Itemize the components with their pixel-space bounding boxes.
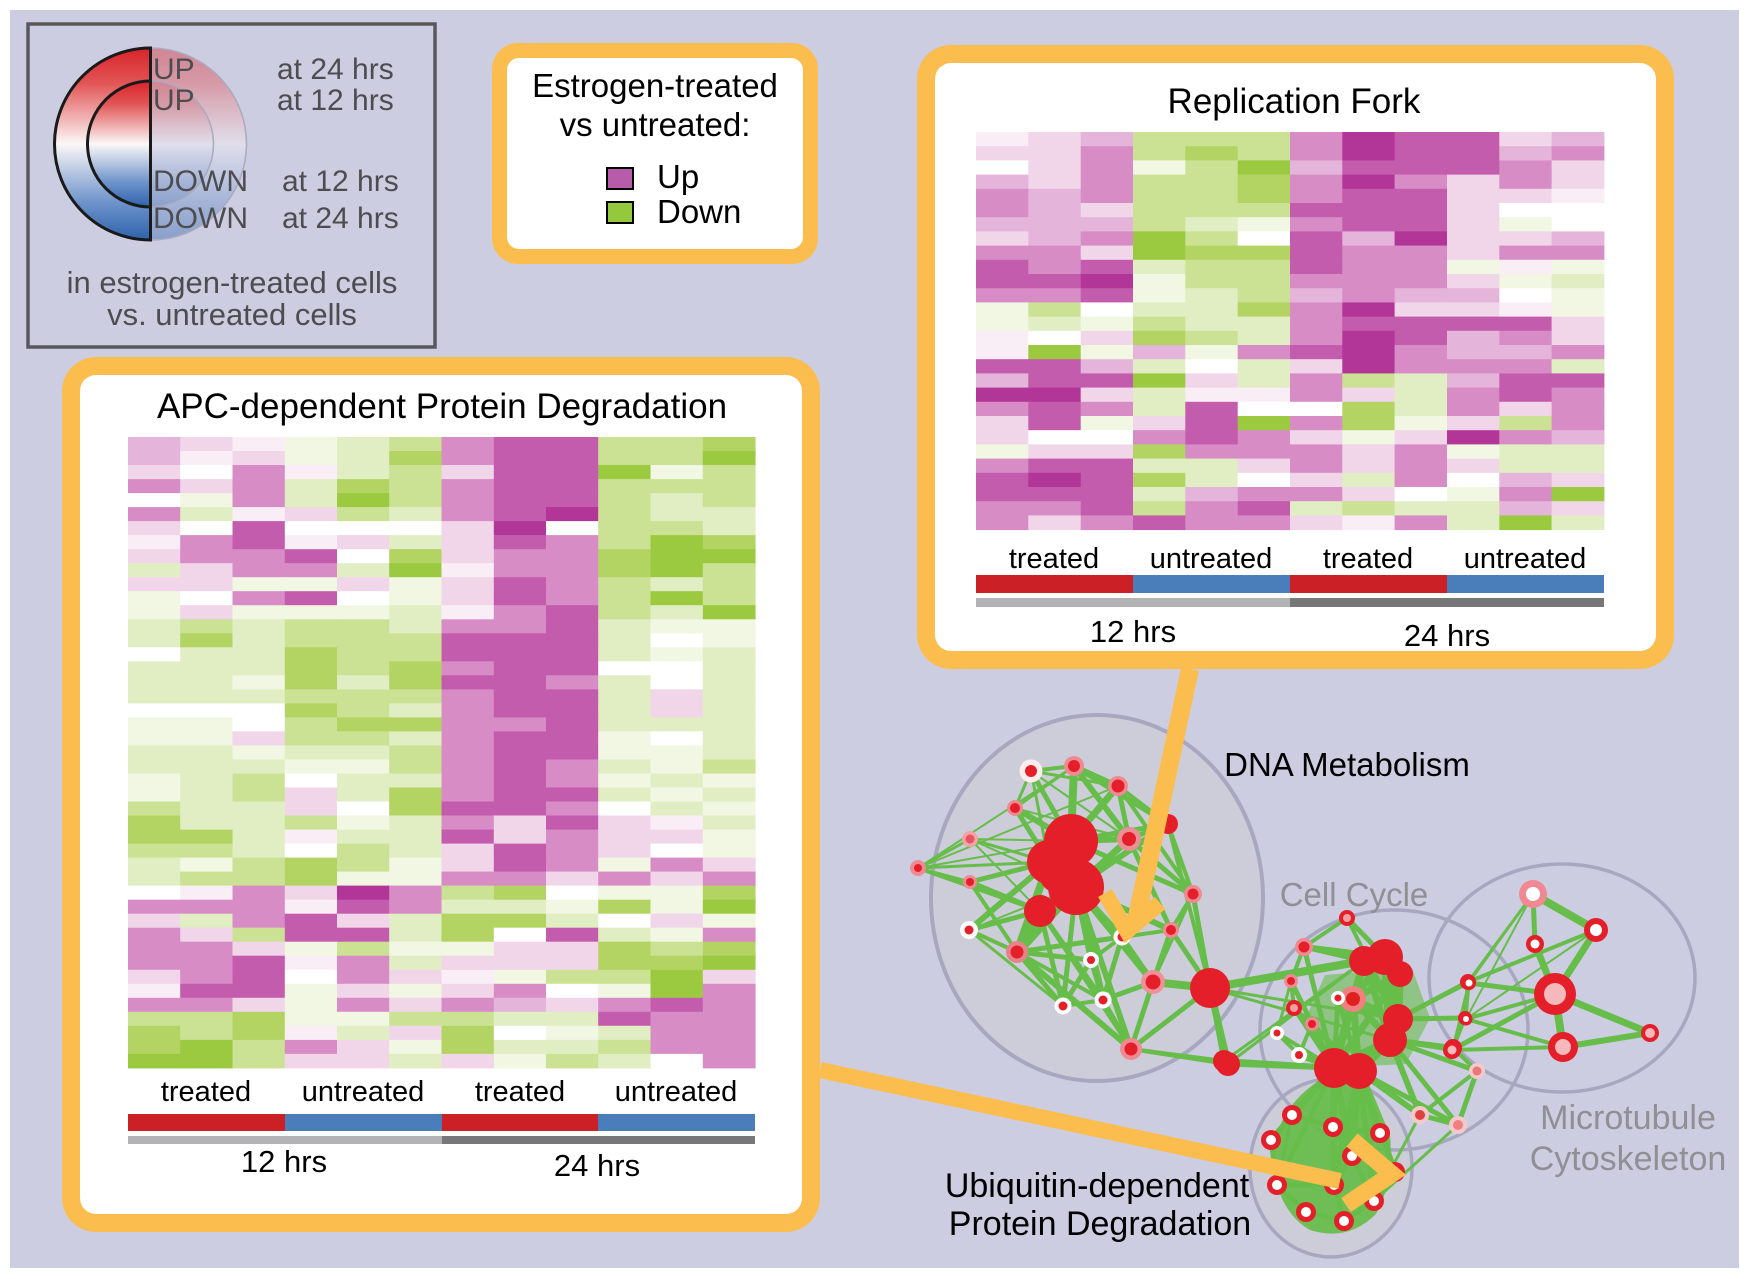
svg-text:untreated: untreated (615, 1076, 738, 1108)
svg-text:Replication Fork: Replication Fork (1168, 82, 1421, 121)
svg-text:at 12 hrs: at 12 hrs (277, 84, 394, 117)
svg-text:at 24 hrs: at 24 hrs (282, 202, 399, 235)
svg-text:DOWN: DOWN (153, 202, 248, 235)
svg-text:DOWN: DOWN (153, 165, 248, 198)
svg-text:Down: Down (657, 193, 741, 230)
svg-text:12 hrs: 12 hrs (1090, 614, 1176, 649)
svg-text:Microtubule: Microtubule (1540, 1099, 1716, 1137)
svg-text:APC-dependent Protein Degradat: APC-dependent Protein Degradation (157, 387, 727, 426)
svg-text:Cell Cycle: Cell Cycle (1280, 876, 1429, 913)
svg-text:24 hrs: 24 hrs (554, 1148, 640, 1183)
svg-text:UP: UP (153, 84, 195, 117)
svg-text:Ubiquitin-dependent: Ubiquitin-dependent (945, 1167, 1250, 1205)
svg-text:DNA Metabolism: DNA Metabolism (1224, 746, 1470, 783)
svg-text:treated: treated (1323, 543, 1413, 575)
svg-text:Up: Up (657, 158, 699, 195)
svg-text:Cytoskeleton: Cytoskeleton (1530, 1140, 1727, 1178)
svg-text:vs untreated:: vs untreated: (560, 106, 751, 143)
svg-text:vs. untreated cells: vs. untreated cells (107, 297, 357, 332)
svg-text:treated: treated (1009, 543, 1099, 575)
svg-text:24 hrs: 24 hrs (1404, 618, 1490, 653)
svg-text:12 hrs: 12 hrs (241, 1144, 327, 1179)
svg-text:untreated: untreated (302, 1076, 425, 1108)
svg-text:untreated: untreated (1150, 543, 1273, 575)
svg-text:untreated: untreated (1464, 543, 1587, 575)
svg-text:UP: UP (153, 53, 195, 86)
svg-text:at 24 hrs: at 24 hrs (277, 53, 394, 86)
svg-text:Estrogen-treated: Estrogen-treated (532, 67, 778, 104)
svg-text:Protein Degradation: Protein Degradation (949, 1205, 1251, 1243)
svg-text:at 12 hrs: at 12 hrs (282, 165, 399, 198)
svg-text:treated: treated (161, 1076, 251, 1108)
svg-text:in estrogen-treated cells: in estrogen-treated cells (67, 265, 398, 300)
svg-text:treated: treated (475, 1076, 565, 1108)
